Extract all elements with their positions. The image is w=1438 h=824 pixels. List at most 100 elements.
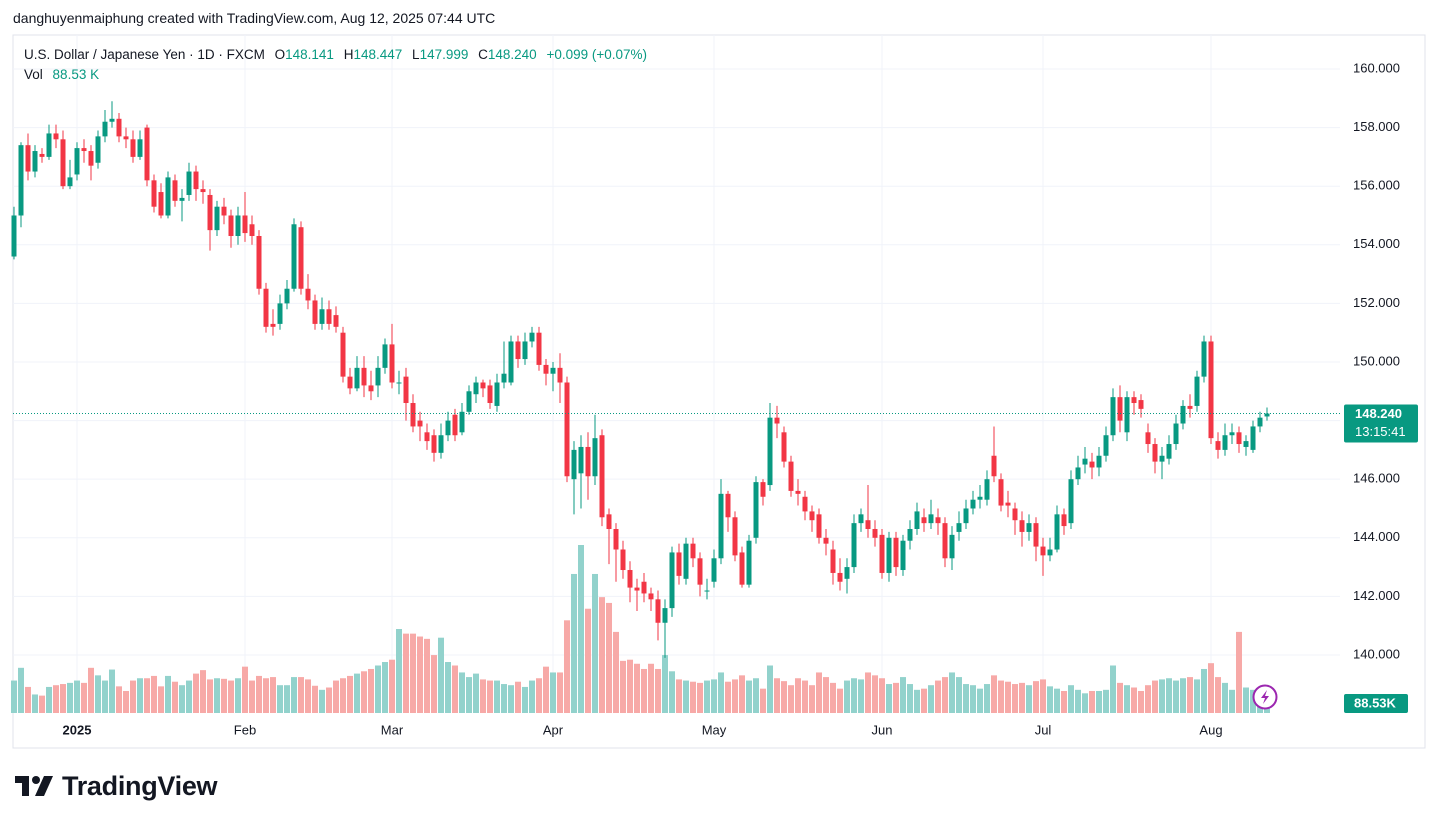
volume-bar: [1208, 663, 1214, 713]
volume-bar: [1180, 678, 1186, 713]
candle-body: [893, 537, 899, 568]
volume-bar: [963, 684, 969, 713]
candle-body: [172, 180, 178, 201]
volume-bar: [389, 659, 395, 713]
volume-bar: [718, 672, 724, 713]
volume-bar: [277, 685, 283, 713]
volume-bar: [858, 679, 864, 713]
candle-body: [627, 570, 633, 588]
volume-bar: [802, 680, 808, 713]
y-tick-label: 144.000: [1353, 529, 1400, 544]
volume-bar: [109, 669, 115, 713]
candle-body: [550, 367, 556, 374]
volume-bar: [473, 673, 479, 713]
legend-row: U.S. Dollar / Japanese Yen · 1D · FXCM O…: [24, 45, 647, 65]
volume-bar: [298, 677, 304, 713]
candle-body: [865, 520, 871, 529]
volume-bar: [32, 694, 38, 713]
candle-body: [1019, 520, 1025, 532]
replay-icon[interactable]: [1252, 684, 1278, 710]
volume-bar: [704, 680, 710, 713]
volume-bar: [186, 680, 192, 713]
volume-bar: [1061, 690, 1067, 713]
volume-tag-label: 88.53K: [1354, 695, 1397, 710]
candle-body: [1264, 413, 1270, 417]
volume-bar: [564, 620, 570, 713]
candle-body: [739, 552, 745, 585]
volume-bar: [809, 685, 815, 713]
volume-bar: [221, 678, 227, 713]
candle-body: [1173, 423, 1179, 445]
candle-body: [249, 224, 255, 236]
candle-body: [298, 227, 304, 289]
candle-body: [1005, 502, 1011, 506]
volume-bar: [417, 636, 423, 713]
candle-body: [585, 446, 591, 477]
candle-body: [956, 523, 962, 532]
candle-body: [501, 373, 507, 383]
candle-body: [1138, 400, 1144, 409]
candle-body: [466, 391, 472, 412]
h-label: H: [343, 47, 354, 62]
candle-body: [326, 309, 332, 324]
volume-bar: [1033, 681, 1039, 713]
candle-body: [711, 558, 717, 582]
y-tick-label: 158.000: [1353, 119, 1400, 134]
volume-bar: [1040, 679, 1046, 713]
volume-bar: [249, 680, 255, 713]
candle-body: [291, 224, 297, 289]
candle-body: [571, 449, 577, 480]
candle-body: [1215, 441, 1221, 450]
volume-bar: [1047, 686, 1053, 713]
volume-bar: [1152, 680, 1158, 713]
y-tick-label: 154.000: [1353, 236, 1400, 251]
candle-body: [634, 587, 640, 591]
volume-bar: [529, 680, 535, 713]
x-tick-label: 2025: [63, 722, 92, 737]
candle-body: [732, 517, 738, 556]
volume-bar: [95, 675, 101, 713]
volume-bar: [942, 677, 948, 713]
volume-bar: [830, 682, 836, 713]
volume-bar: [291, 677, 297, 713]
candle-body: [25, 145, 31, 172]
y-tick-label: 146.000: [1353, 471, 1400, 486]
candle-body: [1040, 546, 1046, 556]
candle-body: [263, 288, 269, 327]
volume-bar: [284, 685, 290, 713]
candle-body: [578, 446, 584, 474]
volume-bar: [767, 665, 773, 713]
candle-body: [963, 508, 969, 524]
candle-body: [123, 136, 129, 140]
volume-bar: [438, 637, 444, 713]
logo-part: [35, 776, 53, 796]
c-label: C: [478, 47, 488, 62]
candle-body: [1117, 397, 1123, 421]
candle-body: [32, 151, 38, 172]
candle-body: [11, 215, 17, 257]
volume-bar: [116, 686, 122, 713]
volume-bar: [886, 684, 892, 713]
volume-bar: [683, 680, 689, 713]
volume-bar: [900, 677, 906, 713]
volume-bar: [25, 686, 31, 713]
candle-body: [130, 139, 136, 157]
candle-body: [74, 148, 80, 175]
vol-value: 88.53 K: [52, 67, 100, 82]
y-tick-label: 142.000: [1353, 588, 1400, 603]
candle-body: [704, 590, 710, 592]
legend-row: Vol 88.53 K: [24, 65, 647, 85]
candle-body: [1082, 458, 1088, 465]
volume-bar: [179, 685, 185, 713]
candle-body: [221, 206, 227, 216]
volume-bar: [711, 679, 717, 713]
volume-bar: [620, 660, 626, 713]
candle-body: [46, 133, 52, 157]
volume-bar: [501, 684, 507, 713]
volume-bar: [935, 680, 941, 713]
volume-bar: [1222, 682, 1228, 713]
candle-body: [165, 177, 171, 216]
volume-tag: [1344, 694, 1408, 713]
candle-body: [1054, 514, 1060, 550]
